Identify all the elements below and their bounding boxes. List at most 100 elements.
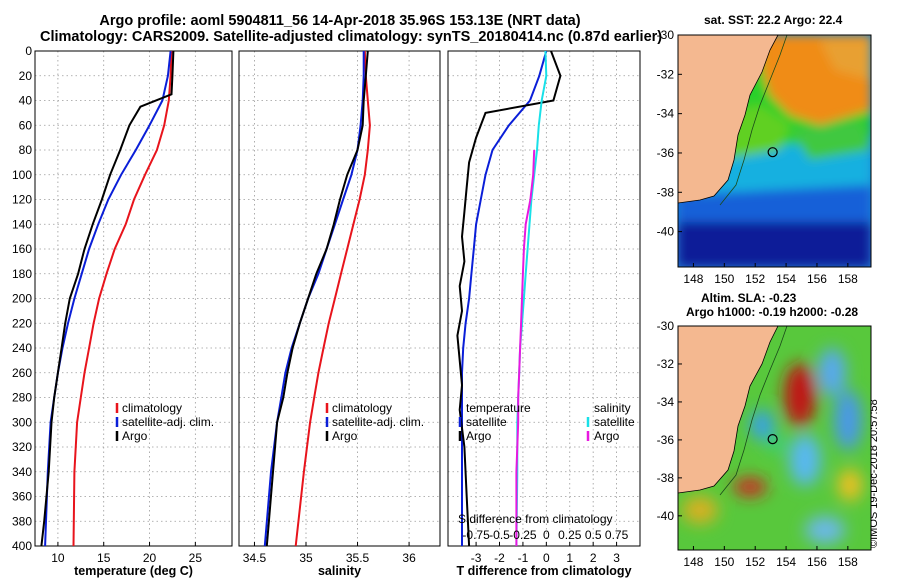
legend-label: Argo [466,429,492,443]
map-y-tick-label: -30 [657,319,675,333]
map-x-tick-label: 154 [776,272,796,286]
x-axis-label: T difference from climatology [456,564,631,578]
legend-label: Argo [594,429,620,443]
map-y-tick-label: -38 [657,471,675,485]
map-y-tick-label: -36 [657,146,675,160]
inner-tick-label: 0.5 [585,528,602,542]
legend-label: climatology [332,401,392,415]
plot-panel-temperature: 0 20 40 60 80 100 120 140 160 180 200 220 240 260 280 3… [12,44,233,578]
inner-axis-label: S difference from climatology [458,512,613,526]
plot-frame [447,50,641,547]
argo-location-marker [767,434,778,445]
y-tick-label: 0 [25,44,32,58]
series-line-t-argo-clim [456,51,562,546]
x-tick-label: 35.5 [346,551,370,565]
map-y-tick-label: -34 [657,395,675,409]
inner-tick-label: 0.75 [605,528,629,542]
series-line-argo [40,51,175,546]
y-tick-label: 300 [12,415,32,429]
map-x-tick-label: 152 [745,555,765,569]
series-line-t-satellite-clim [461,51,548,546]
sla-map-image [678,326,871,550]
inner-tick-label: -0.5 [489,528,510,542]
legend-label: climatology [122,401,182,415]
x-tick-label: 3 [613,551,620,565]
x-tick-label: 1 [566,551,573,565]
map-frame [677,325,872,551]
map-y-tick-label: -32 [657,357,675,371]
x-tick-label: 35 [299,551,313,565]
x-axis-label: salinity [318,564,361,578]
legend-label: satellite [594,415,635,429]
map-y-tick-label: -30 [657,28,675,42]
map-x-tick-label: 150 [714,272,734,286]
inner-tick-label: -0.75 [462,528,490,542]
x-tick-label: -3 [471,551,482,565]
y-tick-label: 80 [19,143,33,157]
y-tick-label: 360 [12,490,32,504]
map-x-tick-label: 156 [807,555,827,569]
legend-label: satellite-adj. clim. [332,415,424,429]
series-line-argo [265,51,369,546]
legend-label: Argo [122,429,148,443]
y-tick-label: 340 [12,465,32,479]
y-tick-label: 400 [12,539,32,553]
x-tick-label: 36 [402,551,416,565]
plot-panel-salinity: 34.5 35 35.5 36 salinity climatologysatellite… [238,50,441,578]
x-tick-label: 0 [543,551,550,565]
legend-label: satellite-adj. clim. [122,415,214,429]
map-x-tick-label: 150 [714,555,734,569]
series-line-s-argo-clim [515,149,536,546]
inner-tick-label: 0.25 [558,528,582,542]
y-tick-label: 160 [12,242,32,256]
map-x-tick-label: 154 [776,555,796,569]
map-frame [677,34,872,268]
plot-frame [34,50,233,547]
legend-label: satellite [466,415,507,429]
x-tick-label: 25 [189,551,203,565]
map-y-tick-label: -40 [657,509,675,523]
map-y-tick-label: -36 [657,433,675,447]
y-tick-label: 280 [12,391,32,405]
map-y-tick-label: -32 [657,67,675,81]
y-tick-label: 320 [12,440,32,454]
x-tick-label: -1 [518,551,529,565]
map-x-tick-label: 156 [807,272,827,286]
y-tick-label: 220 [12,316,32,330]
y-tick-label: 120 [12,193,32,207]
y-tick-label: 20 [19,69,33,83]
x-tick-label: -2 [494,551,505,565]
map-x-tick-label: 148 [683,272,703,286]
x-axis-label: temperature (deg C) [74,564,193,578]
legend-label: Argo [332,429,358,443]
y-tick-label: 40 [19,94,33,108]
x-tick-label: 20 [143,551,157,565]
map-x-tick-label: 158 [838,272,858,286]
sla-map-subtitle: Argo h1000: -0.19 h2000: -0.28 [686,305,859,319]
map-x-tick-label: 148 [683,555,703,569]
series-line-climatology [294,51,371,546]
y-tick-label: 200 [12,292,32,306]
series-line-climatology [72,51,173,546]
map-y-tick-label: -34 [657,107,675,121]
figure-title-line1: Argo profile: aoml 5904811_56 14-Apr-201… [99,13,581,29]
sst-map-title: sat. SST: 22.2 Argo: 22.4 [704,13,843,27]
y-tick-label: 180 [12,267,32,281]
map-x-tick-label: 152 [745,272,765,286]
argo-location-marker [767,147,778,158]
map-y-tick-label: -40 [657,225,675,239]
plot-panel-differences: -3 -2 -1 0 1 2 3T difference from climatology t… [447,50,641,578]
y-tick-label: 60 [19,118,33,132]
x-tick-label: 10 [51,551,65,565]
x-tick-label: 34.5 [243,551,267,565]
y-tick-label: 140 [12,217,32,231]
legend-label: salinity [594,401,631,415]
map-axes-sst_map: 148 150 152 154 156 158 -30 -32 -34 -36 -38 -40 [657,28,872,286]
inner-tick-label: 0 [543,528,550,542]
y-tick-label: 240 [12,341,32,355]
map-x-tick-label: 158 [838,555,858,569]
y-tick-label: 260 [12,366,32,380]
y-tick-label: 100 [12,168,32,182]
legend-label: temperature [466,401,531,415]
